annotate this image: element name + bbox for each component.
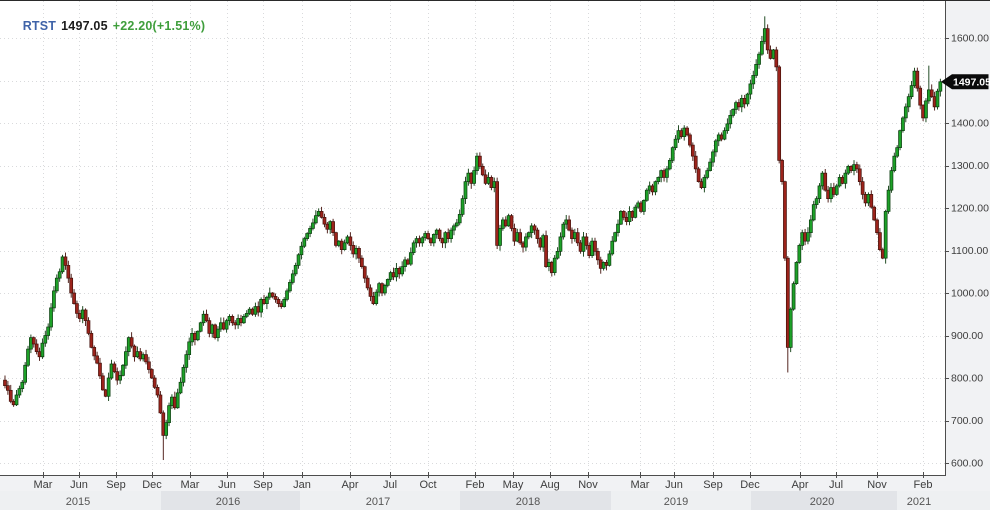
ticker-change: +22.20(+1.51%) [112,19,206,33]
time-axis-labels[interactable]: Mar Jun Sep Dec Mar Jun Sep Jan Apr Jul Oct Feb May A… [34,479,933,491]
svg-text:Nov: Nov [578,479,598,491]
svg-text:600.00: 600.00 [951,458,983,470]
ticker-overlay: RTST 1497.05 +22.20(+1.51%) [8,5,210,47]
svg-text:Jul: Jul [383,479,397,491]
svg-text:900.00: 900.00 [951,330,983,342]
svg-text:2016: 2016 [216,496,240,508]
svg-text:Sep: Sep [703,479,723,491]
ticker-symbol: RTST [22,19,57,33]
last-price-tag: 1497.05 [941,74,990,90]
svg-text:1497.05: 1497.05 [953,76,990,88]
year-bands [0,491,990,510]
svg-text:Sep: Sep [106,479,126,491]
svg-text:Oct: Oct [419,479,436,491]
svg-text:1400.00: 1400.00 [951,118,989,130]
svg-text:2018: 2018 [516,496,540,508]
price-axis-labels[interactable]: 1600.001500.001400.001300.001200.001100.… [951,33,989,470]
svg-text:Aug: Aug [540,479,560,491]
svg-text:1100.00: 1100.00 [951,245,988,257]
grid-layer [0,1,945,475]
svg-text:1300.00: 1300.00 [951,160,989,172]
svg-text:Sep: Sep [253,479,273,491]
svg-text:2017: 2017 [366,496,390,508]
year-labels: 2015 2016 2017 2018 2019 2020 2021 [66,496,931,508]
svg-text:1600.00: 1600.00 [951,33,989,45]
svg-text:Nov: Nov [867,479,887,491]
svg-text:2020: 2020 [810,496,834,508]
svg-text:Jun: Jun [665,479,683,491]
svg-text:Jun: Jun [70,479,88,491]
svg-text:Feb: Feb [466,479,485,491]
svg-text:700.00: 700.00 [951,415,983,427]
svg-text:Jul: Jul [829,479,843,491]
candles-layer [3,16,943,461]
svg-text:Mar: Mar [181,479,200,491]
svg-text:Apr: Apr [341,479,358,491]
ticker-last-price: 1497.05 [61,19,108,33]
svg-text:May: May [503,479,524,491]
svg-text:Dec: Dec [142,479,162,491]
svg-text:Dec: Dec [740,479,760,491]
svg-text:2015: 2015 [66,496,90,508]
svg-text:Mar: Mar [631,479,650,491]
svg-text:Jan: Jan [293,479,311,491]
svg-text:2021: 2021 [907,496,931,508]
svg-text:Jun: Jun [218,479,236,491]
svg-text:Feb: Feb [914,479,933,491]
svg-text:Mar: Mar [34,479,53,491]
svg-text:1200.00: 1200.00 [951,203,989,215]
svg-text:2019: 2019 [664,496,688,508]
svg-text:Apr: Apr [791,479,808,491]
svg-text:800.00: 800.00 [951,373,983,385]
svg-text:1000.00: 1000.00 [951,288,989,300]
